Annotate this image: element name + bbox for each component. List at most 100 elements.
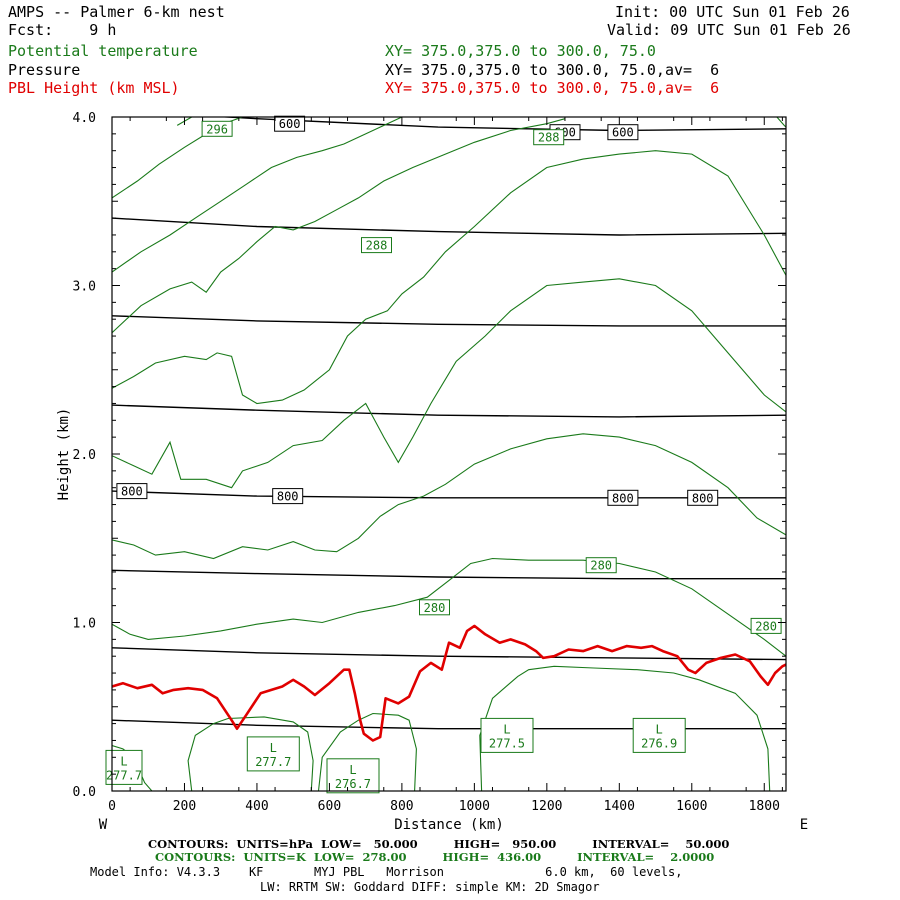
x-tick-label-9: 1800 <box>749 799 780 814</box>
theta-contour-2 <box>112 278 786 489</box>
pressure-contour-3 <box>112 490 786 499</box>
model-title: AMPS -- Palmer 6-km nest <box>8 3 225 21</box>
pressure-label-0-box <box>274 115 306 132</box>
pressure-label-4: 800 <box>272 488 304 505</box>
field-pbl-xy: XY= 375.0,375.0 to 300.0, 75.0,av= 6 <box>385 79 720 97</box>
pressure-label-6-text: 800 <box>692 491 714 505</box>
theta-low-contour-2 <box>317 712 417 791</box>
theta-label-0-box <box>201 120 233 137</box>
pressure-label-3-text: 800 <box>121 485 143 499</box>
low-value-3: 276.9 <box>641 736 677 750</box>
low-box-1 <box>326 758 380 794</box>
theta-label-4-box <box>585 557 617 574</box>
field-theta-name: Potential temperature <box>8 42 198 60</box>
field-pressure-xy: XY= 375.0,375.0 to 300.0, 75.0,av= 6 <box>385 61 720 79</box>
theta-low-contour-3 <box>479 665 771 791</box>
theta-label-0: 296 <box>201 120 233 137</box>
theta-label-3-box <box>419 599 450 616</box>
low-box-2 <box>480 717 534 753</box>
x-tick-label-7: 1400 <box>604 799 635 814</box>
theta-contours <box>112 117 786 791</box>
theta-contour-info: CONTOURS: UNITS=K LOW= 278.00 HIGH= 436.… <box>155 850 715 864</box>
forecast-hour: Fcst: 9 h <box>8 21 117 39</box>
low-box-3 <box>632 717 686 753</box>
low-value-0: 277.7 <box>255 755 291 769</box>
y-tick-label-2: 2.0 <box>73 448 96 463</box>
x-tick-label-4: 800 <box>390 799 413 814</box>
low-letter-0: L <box>270 741 277 755</box>
y-tick-label-4: 4.0 <box>73 111 96 126</box>
low-box-0 <box>246 736 300 772</box>
y-tick-label-1: 1.0 <box>73 617 96 632</box>
theta-label-1-text: 288 <box>366 239 388 253</box>
x-tick-label-5: 1000 <box>459 799 490 814</box>
theta-label-4: 280 <box>585 557 617 574</box>
field-theta-xy: XY= 375.0,375.0 to 300.0, 75.0 <box>385 42 656 60</box>
theta-low-contour-1 <box>187 716 314 791</box>
pressure-contour-4 <box>112 404 786 418</box>
init-time: Init: 00 UTC Sun 01 Feb 26 <box>615 3 850 21</box>
x-tick-label-2: 400 <box>245 799 268 814</box>
theta-label-2-box <box>533 129 565 146</box>
theta-label-1-box <box>361 237 392 254</box>
y-tick-label-3: 3.0 <box>73 280 96 295</box>
theta-label-2-text: 288 <box>538 131 560 145</box>
field-pressure-name: Pressure <box>8 61 81 79</box>
pressure-contour-5 <box>112 315 786 327</box>
low-letter-4: L <box>120 754 127 768</box>
low-value-1: 276.7 <box>335 777 371 791</box>
plot-frame <box>111 116 787 792</box>
pressure-label-0-text: 600 <box>279 117 301 131</box>
pressure-label-5-text: 800 <box>612 491 634 505</box>
pressure-label-6: 800 <box>687 489 719 506</box>
theta-label-3-text: 280 <box>424 601 446 615</box>
theta-contour-0 <box>112 557 786 657</box>
x-tick-label-8: 1600 <box>676 799 707 814</box>
x-axis-label: Distance (km) <box>394 817 504 833</box>
axes: 0 200 400 600 800 1000 1200 1400 1600 1800 0.0 1.0 2… <box>56 111 808 833</box>
low-value-4: 277.7 <box>106 768 142 782</box>
pbl-height-series <box>112 624 786 742</box>
pressure-label-3: 800 <box>116 483 148 500</box>
pressure-contour-info: CONTOURS: UNITS=hPa LOW= 50.000 HIGH= 95… <box>148 837 730 851</box>
pressure-contour-7 <box>215 117 786 132</box>
theta-contour-3 <box>112 150 786 405</box>
x-tick-label-0: 0 <box>108 799 116 814</box>
physics-info: LW: RRTM SW: Goddard DIFF: simple KM: 2D… <box>260 880 600 894</box>
theta-contour-5 <box>112 117 403 273</box>
field-pbl-name: PBL Height (km MSL) <box>8 79 180 97</box>
pressure-label-6-box <box>687 489 719 506</box>
theta-contour-4 <box>112 118 566 334</box>
theta-label-2: 288 <box>533 129 565 146</box>
theta-label-3: 280 <box>419 599 450 616</box>
x-tick-label-3: 600 <box>318 799 341 814</box>
model-info: Model Info: V4.3.3 KF MYJ PBL Morrison 6… <box>90 865 683 879</box>
pressure-contour-6 <box>112 217 786 236</box>
low-letter-3: L <box>656 722 663 736</box>
pressure-label-0: 600 <box>274 115 306 132</box>
theta-label-4-text: 280 <box>590 559 612 573</box>
pressure-label-2-box <box>607 124 639 141</box>
west-label: W <box>99 817 108 833</box>
theta-contour-8 <box>776 117 786 128</box>
pressure-label-5: 800 <box>607 489 639 506</box>
x-tick-label-1: 200 <box>173 799 196 814</box>
pressure-label-5-box <box>607 489 639 506</box>
low-letter-2: L <box>503 722 510 736</box>
low-letter-1: L <box>349 763 356 777</box>
theta-label-1: 288 <box>361 237 392 254</box>
pressure-label-2-text: 600 <box>612 126 634 140</box>
pressure-label-3-box <box>116 483 148 500</box>
y-axis-label: Height (km) <box>56 408 72 501</box>
theta-label-5-text: 280 <box>755 619 777 633</box>
pressure-label-4-text: 800 <box>277 490 299 504</box>
x-tick-label-6: 1200 <box>531 799 562 814</box>
pbl-height-line <box>112 624 786 742</box>
theta-label-5: 280 <box>750 617 782 634</box>
pressure-label-4-box <box>272 488 304 505</box>
